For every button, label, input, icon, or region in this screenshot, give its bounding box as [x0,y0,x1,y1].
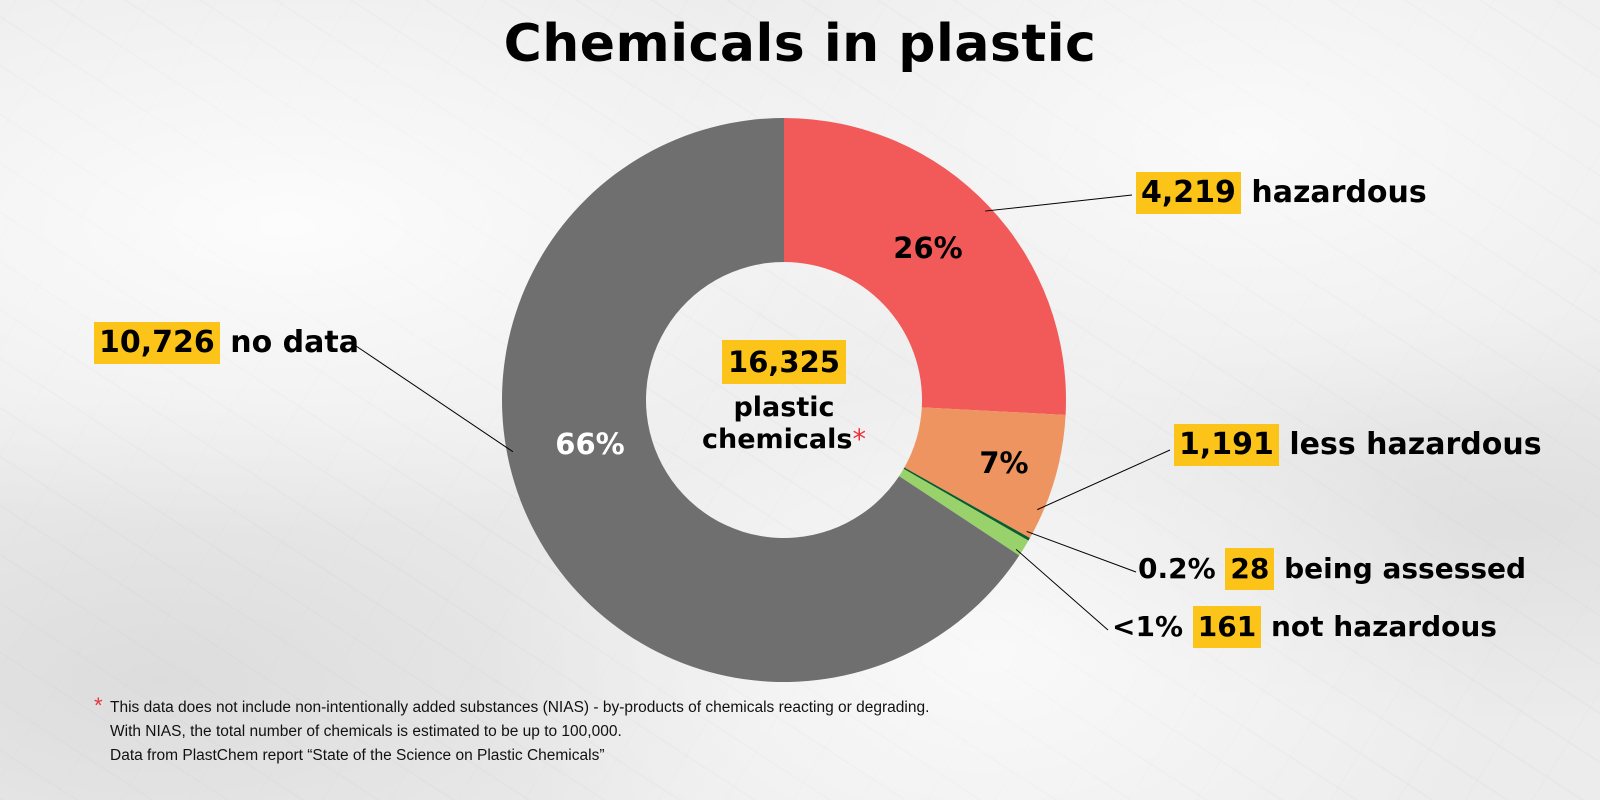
donut-center-label: 16,325 plastic chemicals* [652,340,916,456]
chart-title: Chemicals in plastic [503,14,1097,74]
callout-being-assessed-pct: 0.2% [1138,552,1216,585]
slice-less-hazardous [904,407,1066,539]
asterisk-marker: * [852,424,866,455]
callout-less-hazardous: 1,191 less hazardous [1174,424,1542,466]
slice-not-hazardous [899,468,1029,556]
footnote-line1: This data does not include non-intention… [110,699,930,716]
total-caption-line2-text: chemicals [702,424,853,455]
leader-line-no-data [355,345,514,453]
slice-hazardous [784,118,1066,415]
callout-hazardous: 4,219 hazardous [1136,172,1427,214]
donut-slices [501,117,1066,682]
callout-hazardous-text: hazardous [1251,175,1427,210]
callout-no-data-count: 10,726 [94,322,220,364]
callout-no-data-text: no data [230,325,359,360]
percent-label-less-hazardous: 7% [979,446,1028,480]
slice-being-assessed [903,467,1030,541]
leader-lines [355,194,1171,631]
total-count: 16,325 [722,340,846,384]
total-caption-line1: plastic [733,392,835,423]
leader-line-hazardous [985,194,1133,212]
callout-being-assessed: 0.2% 28 being assessed [1138,548,1526,590]
footnote-asterisk: * [94,693,103,718]
footnote-line3: Data from PlastChem report “State of the… [110,747,605,764]
callout-not-hazardous-pct: <1% [1112,610,1183,643]
percent-label-no-data: 66% [555,427,624,461]
callout-less-hazardous-count: 1,191 [1174,424,1279,466]
callout-not-hazardous-text: not hazardous [1270,610,1497,643]
slice-percent-labels: 26% 7% 66% [555,231,1028,480]
footnote-line2: With NIAS, the total number of chemicals… [110,723,622,740]
slice-no-data [501,117,1020,682]
callout-no-data: 10,726 no data [94,322,359,364]
callout-hazardous-count: 4,219 [1136,172,1241,214]
leader-line-less-hazardous [1037,449,1171,511]
footnote: * This data does not include non-intenti… [94,693,930,768]
leader-line-not-hazardous [1015,548,1109,631]
callout-not-hazardous-count: 161 [1192,606,1262,648]
total-caption: plastic chemicals* [652,392,916,456]
percent-label-hazardous: 26% [893,231,962,265]
callout-being-assessed-count: 28 [1225,548,1275,590]
callout-less-hazardous-text: less hazardous [1289,427,1542,462]
callout-being-assessed-text: being assessed [1284,552,1527,585]
leader-line-being-assessed [1026,530,1137,573]
total-caption-line2: chemicals* [652,424,916,456]
callout-not-hazardous: <1% 161 not hazardous [1112,606,1497,648]
